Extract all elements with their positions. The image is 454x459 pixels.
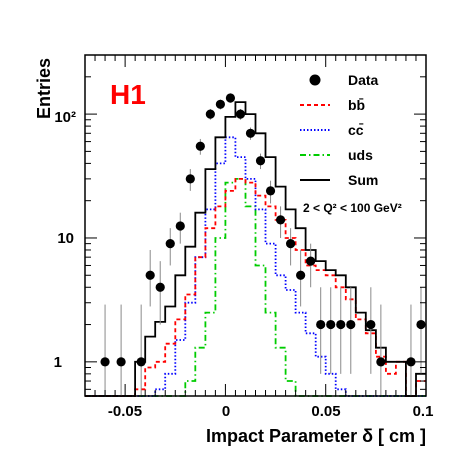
- data-marker: [145, 270, 155, 280]
- x-tick-label-neg005: -0.05: [108, 403, 142, 420]
- data-point: [296, 249, 306, 307]
- data-point: [316, 287, 326, 374]
- data-point: [376, 304, 386, 396]
- experiment-badge: H1: [110, 79, 146, 110]
- y-tick-label-1: 1: [54, 354, 62, 371]
- data-point: [145, 249, 155, 307]
- data-point: [245, 127, 256, 140]
- data-marker: [346, 319, 356, 330]
- ticks-layer: [84, 54, 427, 396]
- data-marker: [185, 174, 195, 184]
- data-point: [235, 108, 246, 120]
- legend-label-bb: bb̄: [348, 96, 365, 113]
- x-tick-label-005: 0.05: [311, 403, 340, 420]
- data-point: [255, 153, 266, 170]
- y-tick-label-10: 10: [57, 230, 74, 247]
- data-point: [185, 169, 195, 191]
- data-marker: [376, 357, 386, 367]
- data-marker: [336, 319, 346, 330]
- data-point: [175, 212, 185, 244]
- data-marker: [116, 357, 126, 367]
- x-tick-label-0: 0: [222, 403, 230, 420]
- data-point: [286, 228, 296, 266]
- data-marker: [406, 357, 416, 367]
- legend-label-sum: Sum: [348, 172, 378, 188]
- data-point: [155, 261, 165, 325]
- data-point: [406, 304, 416, 396]
- x-tick-label-01: 0.1: [413, 403, 434, 420]
- data-marker: [195, 141, 205, 151]
- data-marker: [165, 239, 175, 249]
- legend-marker-data: [309, 74, 321, 86]
- data-point: [275, 206, 286, 238]
- data-point: [336, 287, 346, 374]
- data-marker: [205, 109, 215, 119]
- data-marker: [136, 357, 146, 367]
- data-marker: [366, 319, 376, 330]
- data-marker: [245, 128, 256, 138]
- legend-q2-range: 2 < Q² < 100 GeV²: [303, 201, 402, 215]
- data-point: [165, 228, 175, 266]
- legend-label-data: Data: [348, 72, 379, 88]
- data-point: [215, 99, 225, 110]
- histogram-sum: [85, 101, 426, 397]
- data-marker: [225, 93, 236, 103]
- data-marker: [235, 109, 246, 119]
- x-axis-title: Impact Parameter δ [ cm ]: [206, 426, 426, 446]
- data-point: [100, 304, 110, 396]
- data-marker: [255, 156, 266, 166]
- histogram-cc: [85, 136, 426, 397]
- data-marker: [175, 221, 185, 231]
- data-point: [225, 93, 236, 103]
- data-point: [306, 243, 316, 288]
- data-marker: [275, 215, 286, 225]
- y-tick-label-100: 10²: [54, 109, 76, 126]
- data-marker: [306, 256, 316, 266]
- data-point: [265, 180, 276, 204]
- data-marker: [286, 239, 296, 249]
- data-marker: [265, 186, 276, 196]
- legend: Data bb̄ cc̄ uds Sum 2 < Q² < 100 GeV²: [300, 72, 402, 215]
- data-marker: [215, 99, 225, 109]
- legend-label-cc: cc̄: [348, 121, 364, 138]
- y-axis-title: Entries: [34, 58, 54, 119]
- data-marker: [100, 357, 110, 367]
- data-marker: [296, 270, 306, 280]
- data-point: [195, 138, 205, 155]
- data-marker: [326, 319, 336, 330]
- data-point: [346, 287, 356, 374]
- legend-label-uds: uds: [348, 147, 373, 163]
- data-point: [116, 304, 126, 396]
- data-point: [326, 287, 336, 374]
- data-point: [366, 287, 376, 374]
- data-points-layer: [100, 93, 426, 396]
- data-point: [205, 108, 215, 120]
- data-marker: [316, 319, 326, 330]
- data-marker: [155, 282, 165, 292]
- data-point: [136, 304, 146, 396]
